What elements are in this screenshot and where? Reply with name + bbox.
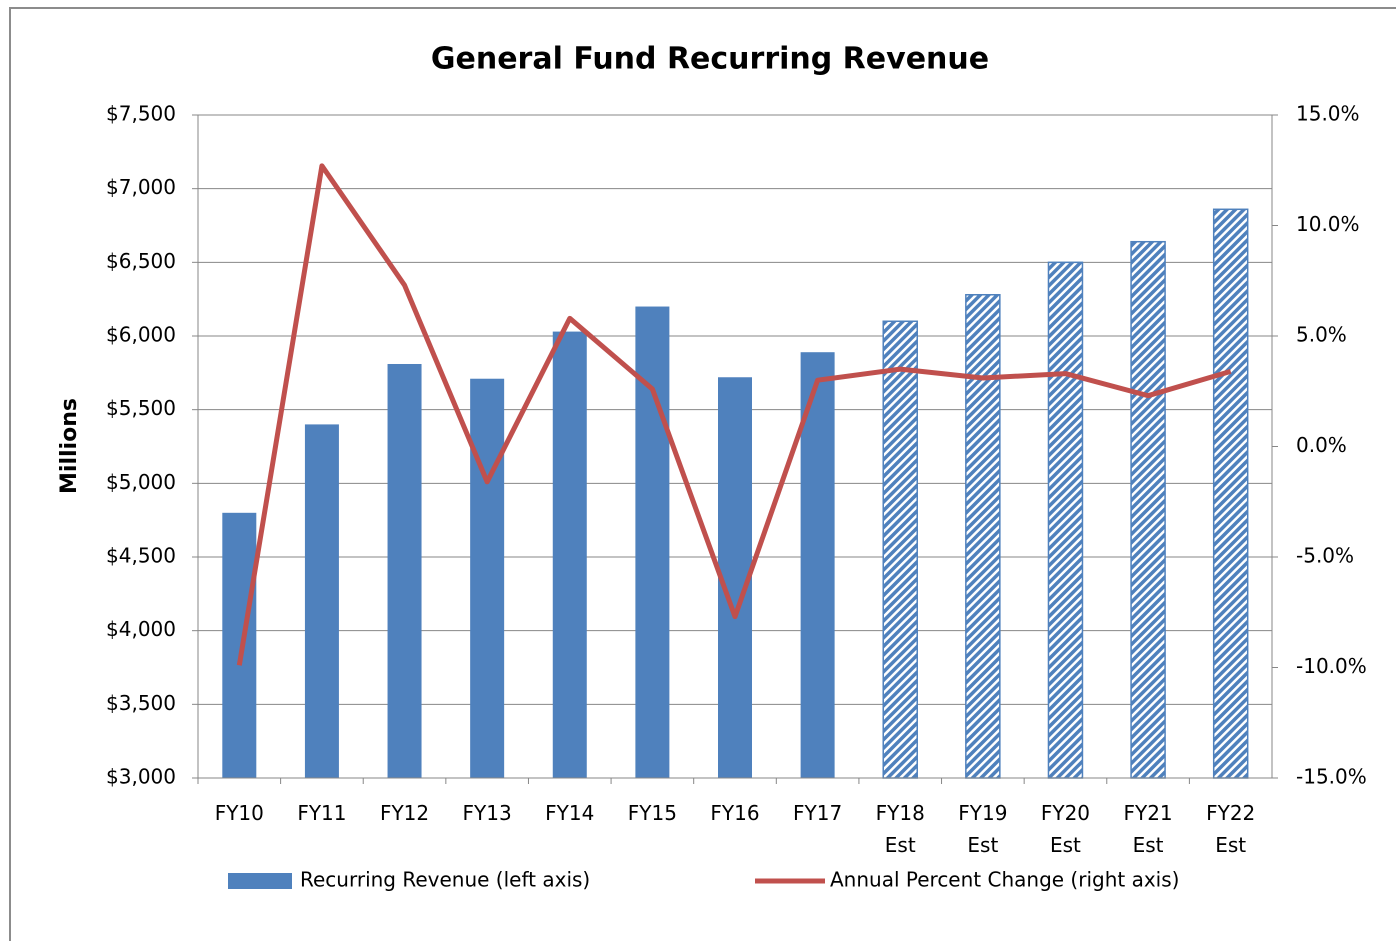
y-tick-label: $6,000 xyxy=(106,323,176,347)
x-tick-label: FY13 xyxy=(462,801,512,825)
y2-tick-label: -15.0% xyxy=(1296,765,1367,789)
bar xyxy=(1047,261,1084,779)
x-tick-label: FY20 Est xyxy=(1040,801,1091,857)
bar xyxy=(800,352,835,778)
bar xyxy=(304,424,339,778)
y-tick-label: $5,500 xyxy=(106,396,176,420)
x-tick-label: FY12 xyxy=(379,801,430,825)
y2-tick-label: -10.0% xyxy=(1296,654,1367,678)
y-axis-title: Millions xyxy=(57,398,82,494)
x-tick-label: FY16 xyxy=(710,801,760,825)
x-tick-label: FY21 Est xyxy=(1123,801,1173,857)
y2-tick-label: 10.0% xyxy=(1296,212,1360,236)
bar xyxy=(470,378,505,778)
x-tick-label: FY10 xyxy=(214,801,264,825)
y2-tick-label: 0.0% xyxy=(1296,433,1347,457)
y-tick-label: $3,000 xyxy=(106,765,176,789)
legend-label: Recurring Revenue (left axis) xyxy=(300,868,590,892)
y2-tick-label: -5.0% xyxy=(1296,544,1354,568)
bar xyxy=(635,306,670,778)
x-tick-label: FY22 Est xyxy=(1206,801,1256,857)
bar xyxy=(387,363,422,778)
y-tick-label: $4,500 xyxy=(106,544,176,568)
x-tick-label: FY15 xyxy=(627,801,677,825)
y-tick-label: $7,500 xyxy=(106,102,176,126)
y-tick-label: $7,000 xyxy=(106,175,176,199)
chart-title: General Fund Recurring Revenue xyxy=(431,42,989,77)
legend-swatch xyxy=(228,873,292,889)
y-tick-label: $6,500 xyxy=(106,249,176,273)
frame xyxy=(9,7,1396,941)
y-tick-label: $3,500 xyxy=(106,691,176,715)
bar xyxy=(1212,208,1249,779)
x-tick-label: FY11 xyxy=(297,801,347,825)
legend-label: Annual Percent Change (right axis) xyxy=(830,868,1179,892)
x-tick-label: FY19 Est xyxy=(958,801,1008,857)
x-tick-label: FY14 xyxy=(545,801,595,825)
y-tick-label: $5,000 xyxy=(106,470,176,494)
line xyxy=(236,163,1232,666)
bar xyxy=(552,331,587,778)
bar xyxy=(882,320,918,779)
x-tick-label: FY17 xyxy=(793,801,843,825)
y2-tick-label: 5.0% xyxy=(1296,323,1347,347)
y-tick-label: $4,000 xyxy=(106,617,176,641)
y2-tick-label: 15.0% xyxy=(1296,102,1360,126)
bar xyxy=(965,293,1001,779)
x-tick-label: FY18 Est xyxy=(875,801,925,857)
bar xyxy=(1130,240,1166,779)
bar xyxy=(222,512,257,778)
